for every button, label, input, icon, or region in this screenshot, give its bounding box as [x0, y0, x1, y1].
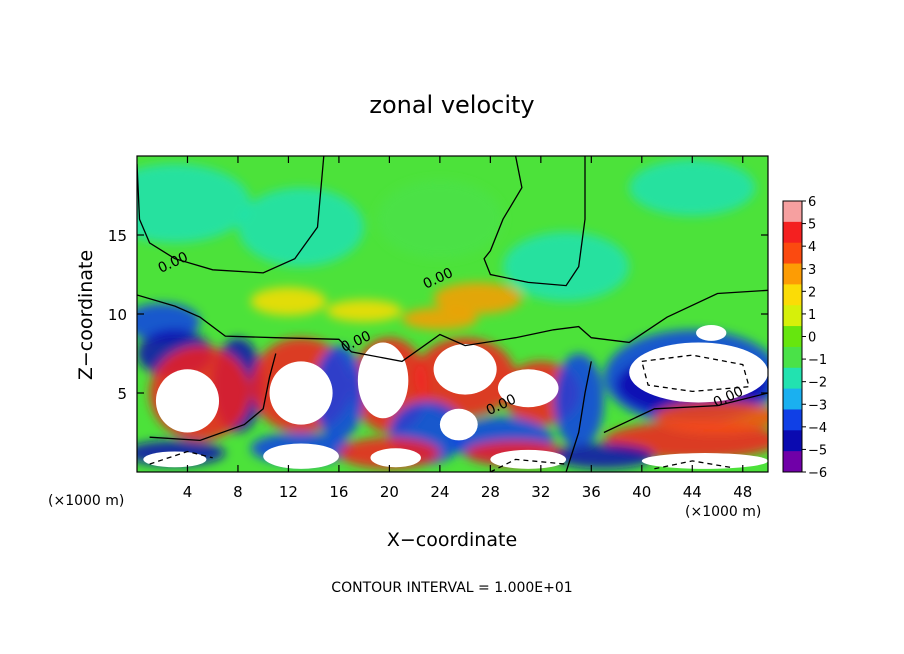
x-axis: 4 8 12 16 20 24 28 32 36 40 44 48 — [183, 156, 752, 501]
colorbar-tick-label: 0 — [808, 331, 816, 346]
colorbar-tick-label: 6 — [808, 195, 816, 210]
x-tick-label: 20 — [380, 483, 399, 501]
x-axis-label: X−coordinate — [387, 529, 517, 551]
contour-negative — [654, 460, 731, 470]
x-tick-label: 40 — [632, 483, 651, 501]
x-tick-label: 32 — [531, 483, 550, 501]
contour-negative — [490, 458, 567, 472]
colorbar-tick-label: 3 — [808, 263, 816, 278]
saturated-region — [497, 369, 559, 408]
contour-zero — [137, 156, 325, 274]
plot-area — [137, 156, 768, 472]
saturated-region — [439, 408, 478, 441]
x-tick-label: 44 — [683, 483, 702, 501]
colorbar-swatch — [783, 305, 802, 327]
colorbar-tick-label: 4 — [808, 240, 816, 255]
saturated-region — [490, 449, 567, 469]
colorbar-swatch — [783, 201, 802, 223]
x-tick-label: 36 — [582, 483, 601, 501]
x-tick-label: 48 — [733, 483, 752, 501]
colorbar-tick-label: −3 — [808, 398, 827, 413]
field-blob — [502, 231, 630, 302]
saturated-region — [696, 325, 727, 341]
colorbar-tick-label: −2 — [808, 376, 827, 391]
x-unit-left: (×1000 m) — [48, 493, 124, 509]
saturated-region — [269, 361, 333, 425]
colorbar-tick-label: 1 — [808, 308, 816, 323]
colorbar-swatch — [783, 326, 802, 348]
colorbar-swatch — [783, 430, 802, 452]
colorbar-tick-label: −4 — [808, 421, 827, 436]
chart-title: zonal velocity — [369, 91, 534, 119]
saturated-region — [357, 342, 409, 419]
contour-zero — [565, 361, 592, 472]
x-tick-label: 4 — [183, 483, 193, 501]
x-tick-label: 16 — [329, 483, 348, 501]
colorbar-swatch — [783, 284, 802, 306]
y-axis: 5 10 15 — [108, 227, 768, 403]
saturated-region — [263, 443, 339, 469]
field-blob — [402, 307, 478, 330]
x-unit-right: (×1000 m) — [685, 504, 761, 520]
field-blob — [553, 443, 655, 469]
field-blob — [654, 400, 768, 433]
saturated-region — [370, 448, 421, 468]
saturated-region — [433, 344, 497, 395]
colorbar-swatch — [783, 367, 802, 390]
y-tick-label: 15 — [108, 227, 127, 245]
field-blob — [629, 159, 756, 217]
field-blob — [433, 282, 522, 315]
field-blob — [326, 299, 403, 322]
colorbar-swatch — [783, 409, 802, 431]
contour-zero — [603, 392, 768, 434]
field-blob — [237, 187, 365, 267]
colorbar-swatch — [783, 242, 802, 265]
colorbar-tick-label: −1 — [808, 353, 827, 368]
x-tick-label: 12 — [279, 483, 298, 501]
field-blob — [313, 345, 365, 441]
contour-zero — [483, 156, 586, 287]
contour-interval-footer: CONTOUR INTERVAL = 1.000E+01 — [331, 580, 572, 596]
y-axis-label: Z−coordinate — [75, 250, 97, 380]
saturated-region — [155, 369, 220, 433]
colorbar-tick-label: −6 — [808, 466, 827, 481]
contour-zero — [137, 289, 768, 363]
field-blob — [250, 287, 327, 316]
saturated-region — [641, 453, 768, 469]
colorbar-tick-label: 5 — [808, 218, 816, 233]
saturated-region — [629, 342, 768, 403]
colorbar-swatch — [783, 221, 802, 244]
x-tick-label: 24 — [430, 483, 449, 501]
colorbar-swatch — [783, 451, 802, 473]
colorbar-swatch — [783, 346, 802, 369]
colorbar-swatch — [783, 388, 802, 410]
field-blob — [553, 353, 604, 449]
colorbar-tick-label: 2 — [808, 285, 816, 300]
x-tick-label: 8 — [233, 483, 243, 501]
colorbar-tick-label: −5 — [808, 443, 827, 458]
contour-negative — [149, 450, 213, 465]
contour-zero — [149, 353, 277, 442]
field-blob — [376, 179, 503, 259]
y-tick-label: 10 — [108, 306, 127, 324]
y-tick-label: 5 — [117, 385, 127, 403]
contour-negative — [641, 354, 750, 393]
x-tick-label: 28 — [481, 483, 500, 501]
saturated-region — [143, 451, 207, 468]
colorbar: 6 5 4 3 2 1 0 −1 −2 −3 −4 −5 −6 — [782, 195, 827, 481]
colorbar-swatch — [783, 263, 802, 285]
field-blob — [137, 163, 251, 243]
